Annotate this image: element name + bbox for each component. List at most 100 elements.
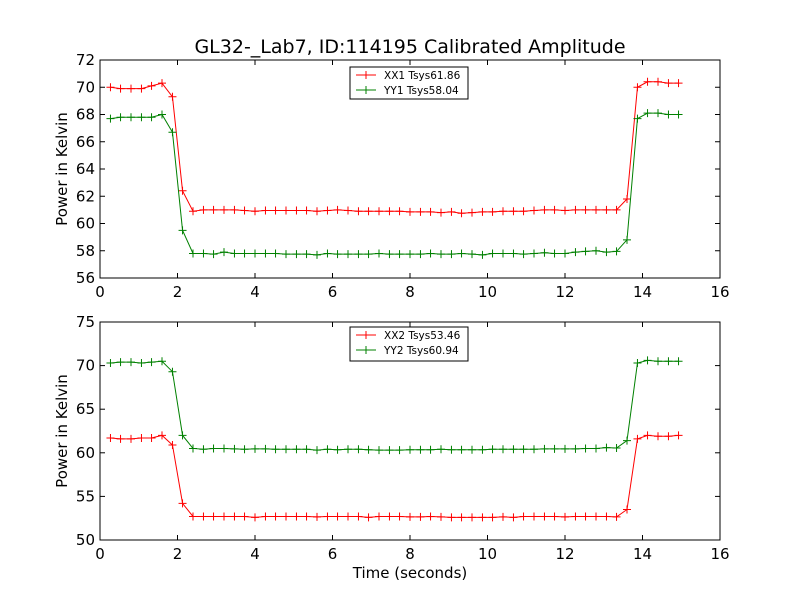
y-tick-label: 60	[76, 444, 95, 462]
legend-marker	[362, 331, 370, 339]
data-point	[633, 83, 642, 92]
y-tick-label: 70	[76, 357, 95, 375]
data-point	[271, 445, 280, 454]
data-point	[199, 249, 208, 258]
data-point	[137, 84, 146, 93]
data-point	[499, 207, 507, 216]
data-point	[116, 358, 125, 367]
data-point	[189, 444, 197, 453]
data-point	[230, 205, 239, 214]
x-tick-label: 6	[328, 545, 338, 563]
data-point	[633, 434, 642, 443]
data-point	[323, 249, 332, 258]
data-point	[116, 84, 125, 93]
data-point	[488, 249, 497, 258]
data-point	[437, 512, 445, 521]
data-point	[240, 206, 249, 215]
data-point	[147, 81, 156, 90]
data-point	[261, 512, 270, 521]
data-point	[282, 250, 290, 259]
data-point	[406, 512, 414, 521]
data-point	[499, 445, 507, 454]
data-point	[488, 513, 497, 522]
x-tick-label: 4	[250, 545, 260, 563]
y-axis-label: Power in Kelvin	[53, 112, 71, 226]
data-point	[561, 249, 569, 258]
data-point	[147, 113, 156, 122]
data-point	[581, 205, 590, 214]
data-point	[271, 512, 280, 521]
data-point	[426, 512, 435, 521]
data-point	[447, 250, 456, 259]
y-tick-label: 70	[76, 78, 95, 96]
data-point	[240, 445, 249, 454]
data-point	[571, 444, 580, 453]
x-tick-label: 0	[95, 545, 105, 563]
data-point	[468, 513, 476, 522]
data-point	[499, 512, 507, 521]
data-point	[623, 194, 631, 203]
data-point	[592, 444, 600, 453]
data-point	[395, 446, 404, 455]
data-point	[457, 445, 466, 454]
legend-box	[349, 66, 469, 100]
y-tick-label: 65	[76, 400, 95, 418]
data-point	[426, 249, 435, 258]
data-point	[209, 512, 218, 521]
data-point	[282, 206, 290, 215]
data-point	[530, 249, 538, 258]
data-point	[478, 250, 487, 259]
data-point	[654, 432, 662, 441]
bottom-chart: 0 2 4 6 8 10 12 14 16 50 55 60 65 70 75 Power in Kelvin…	[53, 313, 730, 563]
data-point	[158, 431, 166, 440]
x-tick-label: 14	[633, 283, 652, 301]
data-point	[292, 206, 301, 215]
data-point	[468, 445, 476, 454]
data-point	[478, 207, 487, 216]
data-point	[199, 445, 208, 454]
data-point	[643, 356, 652, 365]
data-point	[240, 249, 249, 258]
data-point	[344, 512, 352, 521]
data-point	[530, 512, 538, 521]
data-point	[313, 512, 321, 521]
x-tick-label: 0	[95, 283, 105, 301]
data-point	[127, 113, 135, 122]
data-point	[643, 77, 652, 86]
data-point	[230, 444, 239, 453]
data-point	[674, 79, 683, 88]
data-point	[251, 444, 259, 453]
data-point	[189, 207, 197, 216]
data-point	[261, 444, 270, 453]
data-point	[623, 436, 631, 445]
data-point	[612, 205, 621, 214]
data-point	[540, 205, 549, 214]
x-tick-label: 16	[710, 545, 729, 563]
legend-marker	[362, 86, 370, 94]
data-point	[344, 445, 352, 454]
data-point	[178, 226, 187, 235]
data-point	[282, 512, 290, 521]
data-point	[220, 444, 228, 453]
x-tick-label: 16	[710, 283, 729, 301]
data-point	[292, 445, 301, 454]
data-point	[654, 109, 662, 118]
data-point	[292, 512, 301, 521]
data-point	[602, 248, 611, 257]
data-point	[220, 205, 228, 214]
data-point	[147, 358, 156, 367]
data-point	[674, 110, 683, 119]
data-point	[209, 444, 218, 453]
data-point	[385, 207, 394, 216]
data-point	[127, 84, 135, 93]
x-tick-label: 8	[405, 283, 415, 301]
data-point	[416, 207, 425, 216]
data-point	[571, 205, 580, 214]
x-tick-label: 8	[405, 545, 415, 563]
data-point	[602, 205, 611, 214]
data-point	[571, 248, 580, 257]
data-point	[385, 512, 394, 521]
x-tick-label: 6	[328, 283, 338, 301]
y-tick-label: 56	[76, 269, 95, 287]
